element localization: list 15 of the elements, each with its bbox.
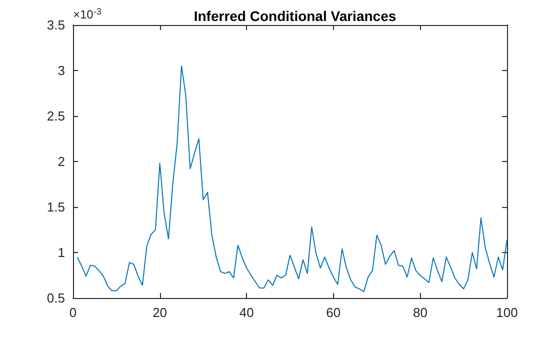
y-tick-label: 3 [58, 63, 65, 78]
x-tick-label: 40 [239, 305, 254, 320]
x-tick-label: 60 [326, 305, 341, 320]
x-tick-label: 80 [412, 305, 428, 320]
y-tick-label: 3.5 [46, 18, 65, 32]
chart-title: Inferred Conditional Variances [194, 8, 396, 24]
x-tick-label: 0 [69, 305, 77, 320]
line-series [76, 65, 508, 292]
x-tick-label: 20 [152, 305, 168, 320]
y-tick-label: 2.5 [46, 108, 65, 124]
y-tick-label: 0.5 [46, 290, 65, 306]
y-tick-label: 2 [58, 154, 65, 169]
y-tick-label: 1.5 [46, 200, 65, 214]
x-tick-label: 100 [496, 305, 518, 320]
y-tick-label: 1 [58, 245, 65, 260]
